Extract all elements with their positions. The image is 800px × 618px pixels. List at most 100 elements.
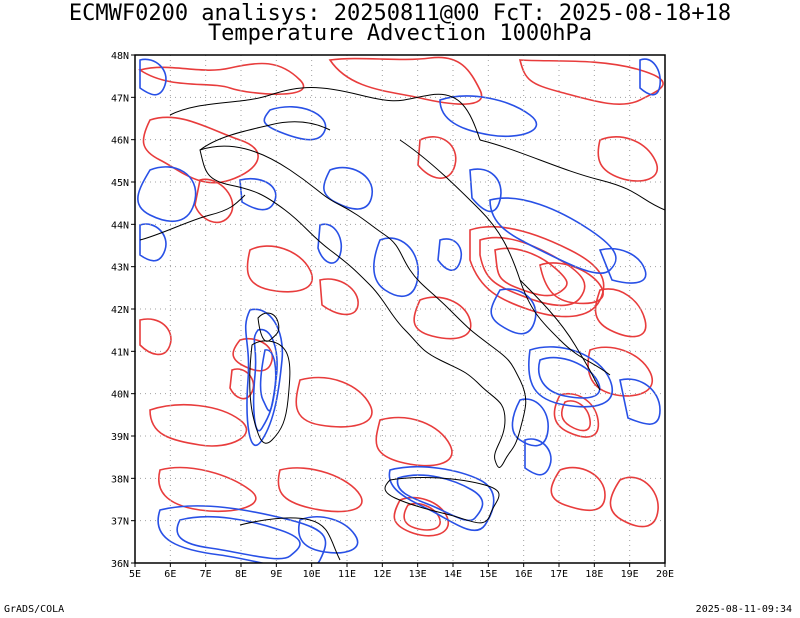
- y-tick-label: 42N: [111, 305, 129, 316]
- france-coast: [139, 194, 246, 241]
- x-tick-label: 8E: [235, 569, 247, 580]
- tunisia-coast: [239, 517, 341, 561]
- cold-contour: [528, 346, 613, 408]
- x-tick-label: 10E: [303, 569, 321, 580]
- axis-ticks: 5E 6E 7E 8E 9E 10E 11E 12E 13E 14E 15E 16E 17E 18E 19E…: [111, 51, 674, 580]
- x-tick-label: 11E: [338, 569, 356, 580]
- cold-contour: [388, 465, 495, 532]
- warm-contour: [232, 338, 273, 372]
- x-tick-label: 14E: [444, 569, 462, 580]
- warm-contour: [413, 296, 472, 340]
- y-tick-label: 38N: [111, 474, 129, 485]
- x-tick-label: 18E: [585, 569, 603, 580]
- y-tick-label: 36N: [111, 559, 129, 570]
- y-tick-label: 46N: [111, 136, 129, 147]
- software-credit: GrADS/COLA: [4, 604, 65, 615]
- balkan-inland: [479, 139, 666, 211]
- warm-contour: [539, 262, 604, 305]
- cold-contour: [639, 58, 662, 96]
- y-tick-label: 43N: [111, 263, 129, 274]
- warm-contour: [229, 368, 255, 400]
- x-tick-label: 13E: [409, 569, 427, 580]
- cold-contour: [437, 238, 462, 271]
- warm-contour: [142, 116, 259, 184]
- y-tick-label: 48N: [111, 51, 129, 62]
- plot-area: [137, 56, 664, 563]
- warm-contour: [246, 245, 313, 293]
- warm-contour: [403, 502, 441, 531]
- alps-border: [169, 87, 481, 141]
- cold-contour: [511, 398, 549, 447]
- corsica-coastline: [257, 312, 280, 342]
- sardinia-coastline: [249, 340, 291, 444]
- warm-contour: [609, 476, 659, 528]
- warm-contour: [550, 466, 606, 511]
- warm-contour: [597, 136, 658, 182]
- x-tick-label: 5E: [129, 569, 141, 580]
- y-tick-label: 37N: [111, 517, 129, 528]
- cold-contour: [619, 378, 661, 425]
- warm-contour: [149, 404, 248, 447]
- warm-contour: [560, 400, 591, 432]
- warm-contour: [375, 416, 453, 467]
- y-tick-label: 40N: [111, 390, 129, 401]
- chart-subtitle: Temperature Advection 1000hPa: [207, 21, 593, 46]
- coastline: [139, 87, 666, 561]
- cold-contour: [317, 223, 342, 264]
- warm-contour: [158, 466, 257, 513]
- cold-contour: [396, 474, 484, 522]
- cold-contour: [137, 166, 197, 222]
- x-tick-label: 17E: [550, 569, 568, 580]
- cold-contour: [598, 248, 647, 284]
- y-tick-label: 45N: [111, 178, 129, 189]
- warm-contour: [328, 56, 483, 105]
- warm-contour: [594, 288, 647, 338]
- balkan-coastline: [399, 139, 611, 376]
- warm-contour: [518, 59, 664, 105]
- x-tick-label: 9E: [270, 569, 282, 580]
- x-tick-label: 12E: [373, 569, 391, 580]
- warm-contour: [494, 247, 568, 297]
- cold-contour: [244, 308, 284, 447]
- cold-contour: [323, 166, 373, 210]
- cold-contour: [157, 505, 327, 563]
- x-tick-label: 6E: [164, 569, 176, 580]
- lat-lon-grid: [135, 55, 665, 563]
- cold-contour: [524, 438, 552, 476]
- x-tick-label: 15E: [479, 569, 497, 580]
- y-tick-label: 47N: [111, 93, 129, 104]
- warm-contour: [295, 376, 373, 428]
- cold-contour: [139, 58, 167, 96]
- x-tick-label: 19E: [621, 569, 639, 580]
- cold-contour: [298, 516, 359, 554]
- cold-contour: [469, 168, 502, 213]
- warm-contour: [417, 136, 457, 179]
- cold-contour: [259, 349, 277, 412]
- swiss-border: [199, 121, 331, 151]
- warm-contour: [393, 496, 449, 537]
- warm-contour: [277, 467, 363, 513]
- cold-contour: [489, 197, 617, 274]
- y-tick-label: 41N: [111, 347, 129, 358]
- warm-advection-contours: [138, 56, 664, 537]
- x-tick-label: 7E: [200, 569, 212, 580]
- cold-contour: [139, 223, 167, 262]
- chart-title: ECMWF0200 analisys: 20250811@00 FcT: 202…: [68, 1, 732, 26]
- warm-contour: [319, 278, 359, 316]
- warm-contour: [553, 393, 600, 438]
- warm-contour: [138, 62, 305, 95]
- warm-contour: [587, 346, 653, 397]
- x-tick-label: 16E: [515, 569, 533, 580]
- sicily-coastline: [384, 477, 500, 524]
- cold-contour: [252, 328, 278, 432]
- timestamp: 2025-08-11-09:34: [695, 604, 792, 615]
- cold-contour: [239, 178, 277, 211]
- italy-coastline: [199, 145, 527, 468]
- y-tick-label: 44N: [111, 220, 129, 231]
- cold-contour: [176, 515, 301, 560]
- warm-contour: [194, 178, 234, 224]
- albania-coast: [519, 279, 601, 391]
- x-tick-label: 20E: [656, 569, 674, 580]
